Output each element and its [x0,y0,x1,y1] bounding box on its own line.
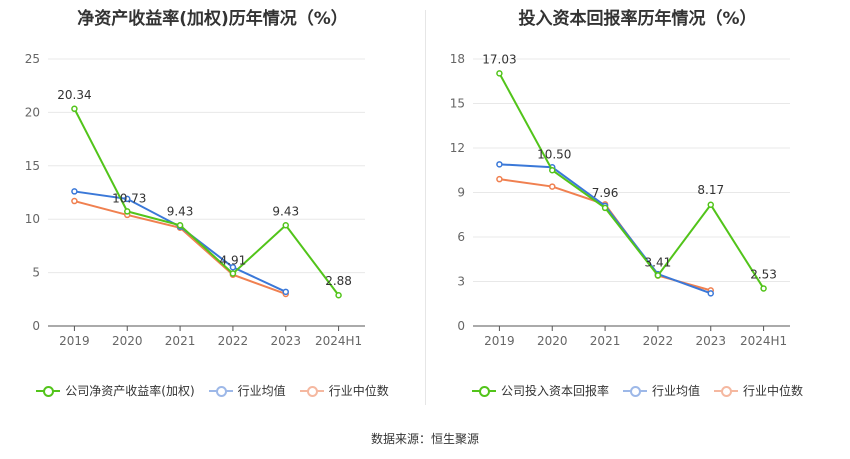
legend-label: 行业中位数 [743,384,804,398]
data-label: 10.50 [537,147,571,161]
data-point [549,167,556,174]
data-point [71,105,78,113]
y-tick-label: 10 [25,212,40,226]
x-tick-label: 2019 [484,334,515,348]
legend-label: 公司投入资本回报率 [500,384,609,398]
chart-title: 投入资本回报率历年情况（%） [518,9,757,29]
y-tick-label: 15 [25,159,40,173]
data-point [654,272,662,279]
legend-swatch-icon [622,385,647,397]
data-point [176,222,184,229]
data-point [707,201,714,209]
data-point [335,291,342,299]
data-point [282,222,289,229]
data-label: 2.53 [750,267,777,281]
data-point [71,188,78,195]
legend-item-company[interactable]: 公司净资产收益率(加权) [36,382,195,399]
data-label: 20.34 [57,88,91,102]
legend-swatch-icon [299,385,324,397]
data-point [760,285,767,292]
y-tick-label: 5 [32,266,40,280]
legend-item-industry-avg[interactable]: 行业均值 [622,382,700,399]
legend-swatch-icon [208,385,233,397]
x-tick-label: 2019 [59,334,90,348]
legend-label: 公司净资产收益率(加权) [65,384,195,398]
x-tick-label: 2023 [695,334,726,348]
x-tick-label: 2022 [218,334,249,348]
legend-swatch-icon [36,385,61,397]
y-tick-label: 20 [25,105,40,119]
panel-divider [425,10,426,405]
data-label: 10.73 [112,191,146,205]
legend-label: 行业均值 [237,384,286,398]
data-point [496,161,503,168]
y-tick-label: 0 [32,319,40,333]
legend-swatch-icon [714,385,738,397]
data-label: 2.88 [325,274,352,288]
data-point [282,288,289,296]
chart-legend: 公司投入资本回报率 行业均值 行业中位数 [425,382,850,399]
y-tick-label: 18 [450,52,465,66]
data-point [71,197,78,205]
x-tick-label: 2020 [112,334,143,348]
y-tick-label: 3 [457,275,465,289]
data-point [229,270,237,277]
chart-legend: 公司净资产收益率(加权) 行业均值 行业中位数 [0,382,425,399]
y-tick-label: 25 [25,52,40,66]
data-point [496,175,503,183]
x-tick-label: 2020 [537,334,568,348]
data-label: 3.41 [645,255,672,269]
x-tick-label: 2024H1 [740,334,787,348]
legend-item-industry-median[interactable]: 行业中位数 [714,382,803,399]
roic-chart-panel: 投入资本回报率历年情况（%） 0 3 6 9 12 15 18 2019 2020 2021 202… [425,0,850,420]
y-tick-label: 0 [457,319,465,333]
x-tick-label: 2023 [270,334,301,348]
y-tick-label: 6 [457,230,465,244]
legend-item-company[interactable]: 公司投入资本回报率 [471,382,609,399]
legend-label: 行业中位数 [328,384,389,398]
chart-title: 净资产收益率(加权)历年情况（%） [77,9,348,29]
data-label: 9.43 [272,204,299,218]
roe-chart-panel: 净资产收益率(加权)历年情况（%） 0 5 10 15 20 25 2019 2020 2021… [0,0,425,420]
data-point [124,208,131,215]
y-tick-label: 15 [450,97,465,111]
x-tick-label: 2022 [643,334,674,348]
series-line [73,108,340,296]
data-label: 4.91 [220,254,247,268]
x-tick-label: 2024H1 [315,334,362,348]
data-label: 9.43 [167,204,194,218]
data-point [229,264,237,271]
data-label: 8.17 [697,183,724,197]
legend-label: 行业均值 [651,384,700,398]
y-tick-label: 12 [450,141,465,155]
x-tick-label: 2021 [590,334,621,348]
data-point [496,70,503,77]
x-tick-label: 2021 [165,334,196,348]
data-source-note: 数据来源：恒生聚源 [370,432,479,446]
series-line [498,72,765,290]
data-point [549,183,556,190]
legend-item-industry-avg[interactable]: 行业均值 [208,382,286,399]
data-point [601,204,609,212]
data-label: 7.96 [592,186,619,200]
legend-swatch-icon [471,385,496,397]
legend-item-industry-median[interactable]: 行业中位数 [299,382,389,399]
roic-line-chart: 0 3 6 9 12 15 18 2019 2020 2021 2022 2023 2024H1 17.0… [450,52,790,348]
data-point [124,195,131,203]
data-label: 17.03 [482,52,516,66]
y-tick-label: 9 [457,186,465,200]
roe-line-chart: 0 5 10 15 20 25 2019 2020 2021 2022 2023 2024H1 20.3… [25,52,365,348]
data-point [707,290,714,297]
